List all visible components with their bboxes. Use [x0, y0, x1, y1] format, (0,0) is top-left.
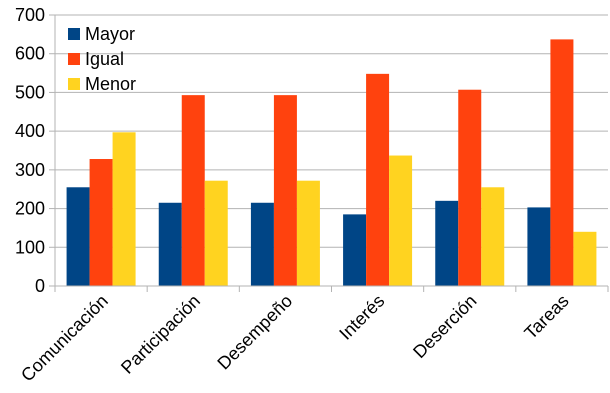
bar-igual-4	[458, 89, 482, 287]
y-tick-label: 500	[15, 82, 45, 102]
bar-menor-1	[204, 180, 228, 286]
x-tick-labels: Comunicación Participación Desempeño Interé…	[17, 291, 573, 386]
y-tick-labels: 0 100 200 300 400 500 600 700	[15, 5, 45, 296]
legend-swatch-menor	[68, 78, 80, 90]
x-tick-label: Deserción	[409, 291, 480, 362]
grid-lines	[55, 14, 608, 248]
y-tick-label: 600	[15, 44, 45, 64]
bars	[66, 39, 597, 287]
legend-swatch-igual	[68, 53, 80, 65]
legend-label-mayor: Mayor	[85, 24, 135, 44]
y-tick-label: 200	[15, 199, 45, 219]
bar-igual-1	[181, 95, 205, 286]
x-tick-label: Comunicación	[17, 291, 112, 386]
x-tick-label: Tareas	[520, 291, 572, 343]
y-tick-label: 700	[15, 5, 45, 25]
legend: Mayor Igual Menor	[68, 24, 136, 94]
bar-igual-2	[273, 95, 297, 286]
bar-mayor-5	[527, 207, 551, 286]
bar-igual-0	[89, 159, 113, 286]
x-tick-label: Desempeño	[213, 291, 296, 374]
bar-igual-5	[550, 39, 574, 286]
y-tick-label: 400	[15, 121, 45, 141]
bar-menor-2	[296, 180, 320, 286]
bar-mayor-0	[66, 187, 90, 286]
legend-label-menor: Menor	[85, 74, 136, 94]
axes	[49, 14, 609, 292]
legend-label-igual: Igual	[85, 49, 124, 69]
y-tick-label: 100	[15, 237, 45, 257]
bar-mayor-2	[250, 202, 274, 286]
y-tick-label: 0	[35, 276, 45, 296]
x-tick-label: Interés	[335, 291, 388, 344]
bar-mayor-4	[435, 200, 459, 286]
bar-mayor-1	[158, 202, 182, 286]
bar-menor-4	[481, 187, 505, 286]
bar-menor-0	[112, 132, 136, 286]
bar-igual-3	[366, 73, 390, 287]
bar-menor-5	[573, 231, 597, 286]
legend-swatch-mayor	[68, 28, 80, 40]
y-tick-label: 300	[15, 160, 45, 180]
x-tick-label: Participación	[117, 291, 204, 378]
bar-menor-3	[389, 155, 413, 286]
bar-mayor-3	[343, 214, 367, 286]
